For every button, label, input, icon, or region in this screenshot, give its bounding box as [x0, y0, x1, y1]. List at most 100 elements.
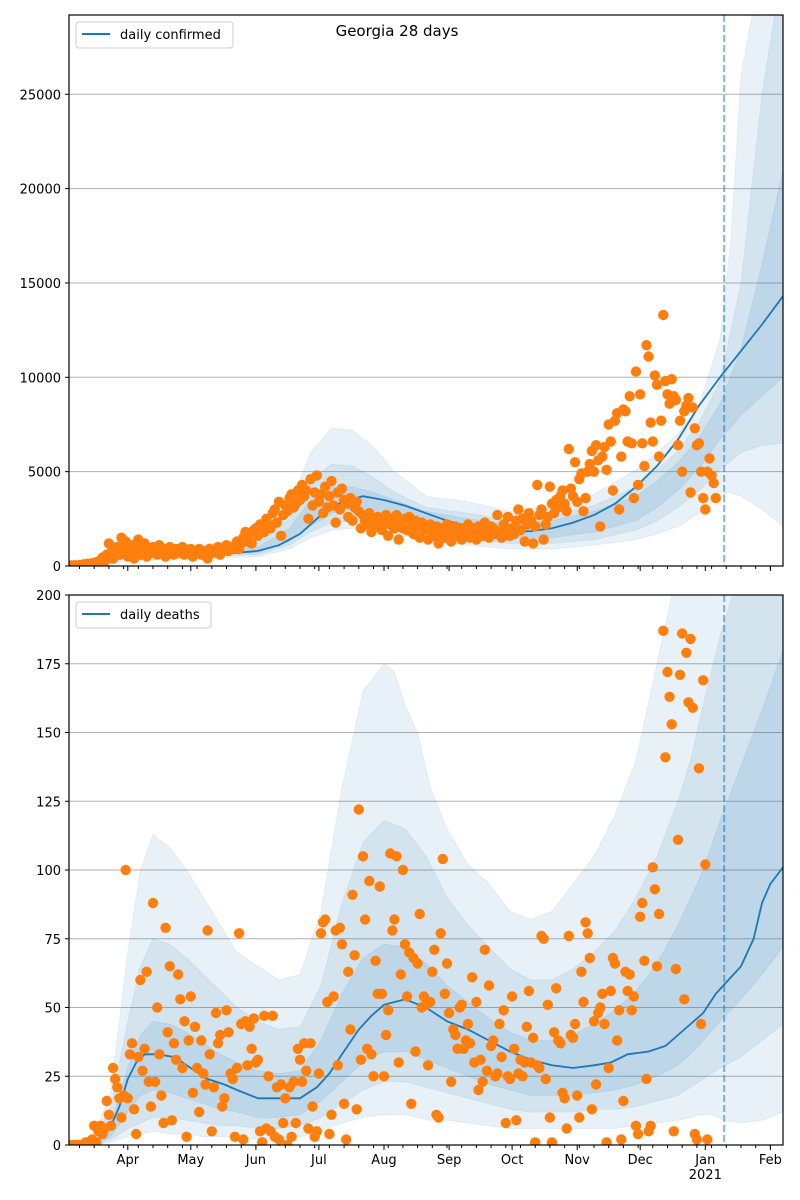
data-point	[357, 851, 369, 862]
y-tick-label: 0	[53, 560, 61, 575]
data-point	[624, 391, 635, 402]
data-point	[567, 1032, 579, 1044]
data-point	[305, 1038, 316, 1049]
uncertainty-band-band-95	[69, 15, 783, 566]
data-point	[450, 1029, 461, 1041]
data-point	[128, 1104, 140, 1115]
data-point	[540, 1073, 551, 1085]
data-point	[158, 1117, 169, 1129]
data-point	[349, 950, 360, 961]
x-tick-label: Apr	[117, 1153, 140, 1168]
data-point	[359, 914, 371, 925]
data-point	[370, 955, 381, 966]
data-point	[551, 983, 562, 994]
data-point	[177, 1062, 188, 1074]
data-point	[677, 466, 688, 477]
data-point	[658, 309, 669, 321]
data-point	[383, 530, 394, 541]
data-point	[674, 415, 686, 426]
chart-title: Georgia 28 days	[336, 22, 459, 40]
data-point	[687, 402, 698, 413]
data-point	[569, 1018, 581, 1030]
data-point	[538, 534, 549, 545]
data-point	[347, 515, 358, 526]
data-point	[614, 504, 625, 515]
data-point	[574, 1112, 585, 1123]
data-point	[578, 996, 589, 1008]
data-point	[275, 1079, 287, 1090]
y-tick-label: 15000	[20, 277, 61, 292]
data-point	[156, 1090, 167, 1101]
data-point	[374, 881, 385, 892]
x-tick-label: Feb	[759, 1153, 782, 1168]
data-point	[496, 1051, 507, 1063]
data-point	[345, 1024, 356, 1035]
data-point	[303, 513, 314, 524]
data-point	[511, 1115, 522, 1126]
data-point	[380, 1029, 392, 1041]
data-point	[166, 1115, 178, 1126]
data-point	[343, 966, 354, 977]
data-point	[187, 1087, 199, 1099]
data-point	[641, 1073, 652, 1085]
data-point	[324, 491, 335, 502]
confirmed-axes-frame	[68, 14, 784, 567]
data-point	[278, 1117, 289, 1129]
data-point	[530, 1137, 541, 1145]
data-point	[683, 392, 694, 404]
data-point	[643, 351, 654, 362]
data-point	[378, 1071, 390, 1082]
data-point	[91, 1137, 102, 1145]
data-point	[544, 481, 556, 492]
data-point	[563, 930, 574, 942]
data-point	[708, 477, 719, 489]
x-tick-label: Jul	[310, 1153, 327, 1168]
y-tick-label: 0	[53, 1139, 61, 1154]
uncertainty-band-band-50	[69, 169, 783, 566]
data-point	[616, 1134, 627, 1145]
data-point	[536, 504, 547, 515]
data-point	[595, 521, 606, 532]
data-point	[572, 496, 583, 507]
data-point	[647, 862, 658, 873]
data-point	[311, 1126, 322, 1137]
data-point	[429, 530, 440, 541]
data-point	[242, 1060, 253, 1071]
data-point	[626, 438, 637, 449]
data-point	[462, 1018, 474, 1030]
data-point	[492, 509, 503, 521]
data-point	[639, 955, 650, 966]
data-point	[530, 521, 541, 532]
deaths-y-axis: 0 25 50 75 100 125 150 175 200	[36, 589, 69, 1154]
data-point	[206, 1126, 217, 1137]
data-point	[401, 991, 413, 1002]
data-point	[290, 1117, 301, 1129]
x-tick-label: Nov	[565, 1153, 591, 1168]
data-point	[544, 1112, 556, 1123]
data-point	[534, 1062, 545, 1074]
data-point	[122, 1093, 133, 1104]
x-tick-label: 2021	[689, 1168, 722, 1183]
x-tick-label: Jan	[694, 1153, 715, 1168]
data-point	[576, 966, 587, 977]
data-point	[563, 443, 574, 455]
data-point	[393, 1057, 404, 1068]
data-point	[395, 969, 406, 980]
data-point	[446, 1076, 457, 1088]
data-point	[351, 1104, 362, 1115]
data-point	[664, 691, 675, 702]
data-point	[685, 633, 696, 645]
data-point	[160, 922, 171, 933]
data-point	[273, 1134, 285, 1145]
data-point	[691, 1134, 703, 1145]
data-point	[651, 961, 663, 972]
data-point	[672, 834, 684, 845]
data-point	[383, 1005, 394, 1016]
x-tick-label: Sep	[437, 1153, 462, 1168]
data-point	[399, 939, 411, 950]
x-tick-label: Jun	[245, 1153, 266, 1168]
data-point	[315, 489, 327, 500]
data-point	[139, 1043, 150, 1055]
data-point	[620, 406, 631, 417]
